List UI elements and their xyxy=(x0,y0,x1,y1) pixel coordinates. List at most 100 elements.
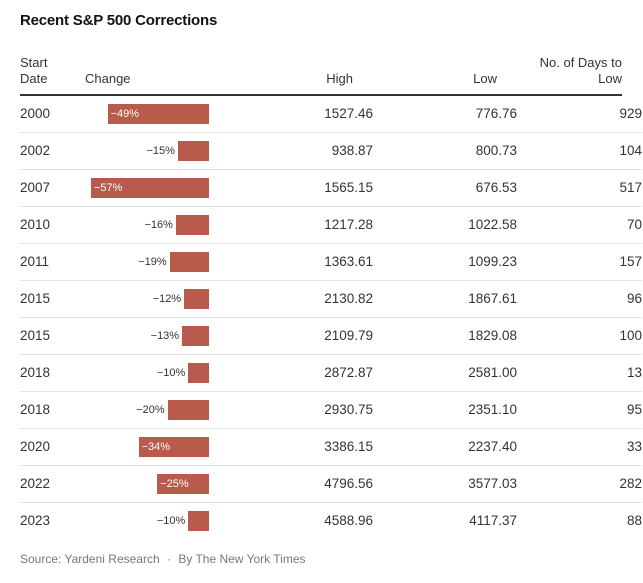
change-label: −12% xyxy=(152,293,182,305)
high-cell: 1217.28 xyxy=(324,217,373,232)
change-bar xyxy=(175,215,209,235)
header-low: Low xyxy=(473,71,497,86)
days-to-low-cell: 517 xyxy=(619,180,642,195)
days-to-low-cell: 104 xyxy=(619,143,642,158)
table-row: 2018 −10% 2872.87 2581.00 13 xyxy=(20,355,642,392)
change-bar xyxy=(182,326,209,346)
low-cell: 1022.58 xyxy=(468,217,517,232)
change-bar xyxy=(184,289,209,309)
change-label: −15% xyxy=(146,145,175,157)
change-bar xyxy=(188,363,209,383)
high-cell: 3386.15 xyxy=(324,439,373,454)
table-row: 2023 −10% 4588.96 4117.37 88 xyxy=(20,503,642,540)
days-to-low-cell: 70 xyxy=(626,217,642,232)
low-cell: 1829.08 xyxy=(468,328,517,343)
change-label: −49% xyxy=(110,108,140,120)
change-bar xyxy=(107,104,209,124)
days-to-low-cell: 157 xyxy=(619,254,642,269)
table-row: 2015 −13% 2109.79 1829.08 100 xyxy=(20,318,642,355)
table-row: 2000 −49% 1527.46 776.76 929 xyxy=(20,96,642,133)
low-cell: 3577.03 xyxy=(468,476,517,491)
chart-title: Recent S&P 500 Corrections xyxy=(20,12,218,29)
table-row: 2022 −25% 4796.56 3577.03 282 xyxy=(20,466,642,503)
days-to-low-cell: 100 xyxy=(619,328,642,343)
change-bar xyxy=(177,141,209,161)
change-label: −20% xyxy=(136,404,165,416)
table-row: 2002 −15% 938.87 800.73 104 xyxy=(20,133,642,170)
start-date-cell: 2015 xyxy=(20,291,51,306)
days-to-low-cell: 88 xyxy=(626,513,642,528)
start-date-cell: 2007 xyxy=(20,180,51,195)
table-row: 2007 −57% 1565.15 676.53 517 xyxy=(20,170,642,207)
credit-text: By The New York Times xyxy=(178,552,306,566)
start-date-cell: 2015 xyxy=(20,328,51,343)
low-cell: 676.53 xyxy=(475,180,517,195)
high-cell: 2130.82 xyxy=(324,291,373,306)
table-row: 2020 −34% 3386.15 2237.40 33 xyxy=(20,429,642,466)
change-label: −10% xyxy=(156,367,186,379)
high-cell: 2109.79 xyxy=(324,328,373,343)
high-cell: 1527.46 xyxy=(324,106,373,121)
header-change: Change xyxy=(85,71,131,86)
high-cell: 2930.75 xyxy=(324,402,373,417)
change-label: −16% xyxy=(144,219,173,231)
header-days-to-low: No. of Days to Low xyxy=(540,55,622,87)
days-to-low-cell: 929 xyxy=(619,106,642,121)
days-to-low-cell: 13 xyxy=(626,365,642,380)
header-rule xyxy=(20,94,622,96)
start-date-cell: 2020 xyxy=(20,439,51,454)
low-cell: 1099.23 xyxy=(468,254,517,269)
start-date-cell: 2011 xyxy=(20,254,50,269)
low-cell: 2237.40 xyxy=(468,439,517,454)
days-to-low-cell: 96 xyxy=(626,291,642,306)
low-cell: 776.76 xyxy=(475,106,517,121)
table-row: 2011 −19% 1363.61 1099.23 157 xyxy=(20,244,642,281)
high-cell: 2872.87 xyxy=(324,365,373,380)
header-high: High xyxy=(326,71,353,86)
header-days-line2: Low xyxy=(598,71,622,86)
low-cell: 2581.00 xyxy=(468,365,517,380)
change-bar xyxy=(91,178,209,198)
change-label: −25% xyxy=(160,478,189,490)
header-days-line1: No. of Days to xyxy=(539,55,622,70)
change-bar xyxy=(188,511,209,531)
low-cell: 2351.10 xyxy=(468,402,517,417)
change-label: −34% xyxy=(141,441,171,453)
table-body: 2000 −49% 1527.46 776.76 929 2002 −15% 938.87 80… xyxy=(0,96,643,540)
days-to-low-cell: 282 xyxy=(619,476,642,491)
change-bar xyxy=(167,400,209,420)
low-cell: 1867.61 xyxy=(468,291,517,306)
days-to-low-cell: 33 xyxy=(626,439,642,454)
start-date-cell: 2018 xyxy=(20,365,51,380)
start-date-cell: 2018 xyxy=(20,402,51,417)
low-cell: 4117.37 xyxy=(469,513,517,528)
change-bar xyxy=(157,474,209,494)
days-to-low-cell: 95 xyxy=(626,402,642,417)
change-bar xyxy=(169,252,209,272)
high-cell: 938.87 xyxy=(331,143,373,158)
high-cell: 1363.61 xyxy=(324,254,373,269)
header-start-line1: Start xyxy=(20,55,48,70)
change-label: −13% xyxy=(150,330,180,342)
header-start-line2: Date xyxy=(20,71,48,86)
change-label: −10% xyxy=(156,515,186,527)
low-cell: 800.73 xyxy=(475,143,517,158)
start-date-cell: 2002 xyxy=(20,143,51,158)
change-label: −19% xyxy=(138,256,167,268)
table-row: 2010 −16% 1217.28 1022.58 70 xyxy=(20,207,642,244)
change-label: −57% xyxy=(94,182,123,194)
table-row: 2018 −20% 2930.75 2351.10 95 xyxy=(20,392,642,429)
start-date-cell: 2000 xyxy=(20,106,51,121)
start-date-cell: 2010 xyxy=(20,217,51,232)
table-row: 2015 −12% 2130.82 1867.61 96 xyxy=(20,281,642,318)
source-separator: · xyxy=(166,552,171,566)
start-date-cell: 2023 xyxy=(20,513,51,528)
source-text: Source: Yardeni Research xyxy=(20,552,160,566)
change-bar xyxy=(138,437,209,457)
high-cell: 1565.15 xyxy=(324,180,373,195)
header-start-date: Start Date xyxy=(20,55,47,87)
high-cell: 4796.56 xyxy=(324,476,373,491)
source-note: Source: Yardeni Research · By The New Yo… xyxy=(20,552,306,566)
high-cell: 4588.96 xyxy=(324,513,373,528)
start-date-cell: 2022 xyxy=(20,476,51,491)
